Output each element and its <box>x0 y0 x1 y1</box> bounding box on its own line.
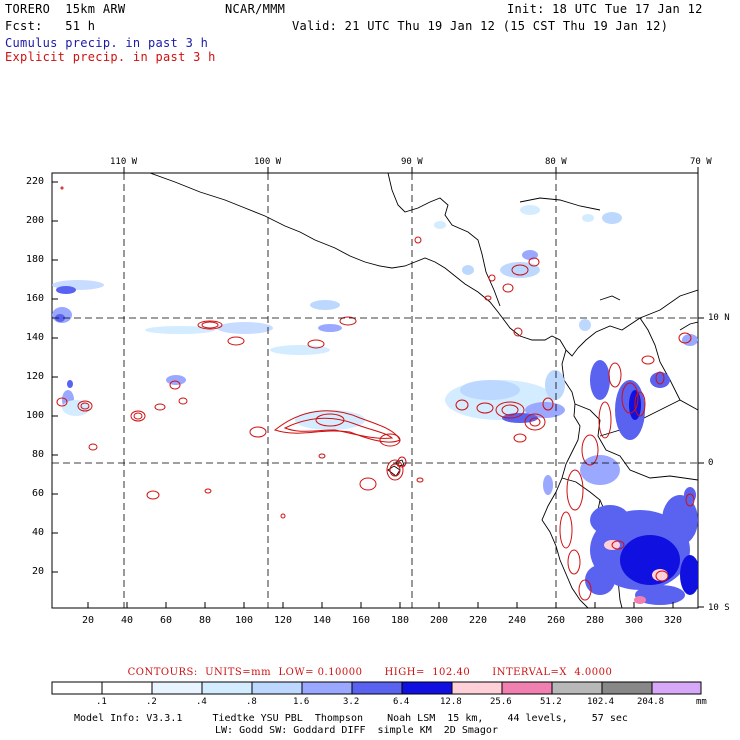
x-tick-label: 80 <box>199 615 212 626</box>
y-tick-label: 180 <box>26 254 45 265</box>
init-time: Init: 18 UTC Tue 17 Jan 12 <box>507 2 703 16</box>
x-tick-label: 60 <box>160 615 173 626</box>
x-axis-ticks <box>87 602 674 608</box>
x-tick-label: 280 <box>586 615 605 626</box>
lat-label: 0 <box>708 458 714 468</box>
lon-label: 90 W <box>401 157 423 167</box>
lon-ticks <box>123 167 699 173</box>
x-tick-label: 240 <box>508 615 527 626</box>
lon-label: 70 W <box>690 157 712 167</box>
x-tick-label: 180 <box>391 615 410 626</box>
y-tick-label: 160 <box>26 293 45 304</box>
legend-label: .1 <box>96 697 107 707</box>
legend-label: 1.6 <box>293 697 310 707</box>
y-tick-label: 40 <box>32 527 45 538</box>
contour-info: CONTOURS: UNITS=mm LOW= 0.10000 HIGH= 10… <box>127 667 613 678</box>
y-tick-label: 220 <box>26 176 45 187</box>
x-tick-label: 20 <box>82 615 95 626</box>
legend-label: 102.4 <box>587 697 615 707</box>
x-tick-label: 320 <box>664 615 683 626</box>
y-tick-label: 20 <box>32 566 45 577</box>
x-tick-label: 40 <box>121 615 134 626</box>
lon-label: 80 W <box>545 157 567 167</box>
organization: NCAR/MMM <box>225 2 286 16</box>
lat-ticks <box>698 317 704 608</box>
lat-label: 10 S <box>708 603 730 613</box>
cumulus-precip-title: Cumulus precip. in past 3 h <box>5 36 209 50</box>
lon-label: 100 W <box>254 157 282 167</box>
lon-label: 110 W <box>110 157 138 167</box>
y-tick-label: 80 <box>32 449 45 460</box>
y-tick-label: 100 <box>26 410 45 421</box>
legend-label: .2 <box>146 697 157 707</box>
legend-label: .4 <box>196 697 207 707</box>
legend-unit: mm <box>696 697 707 707</box>
legend-label: 12.8 <box>440 697 462 707</box>
model-physics: LW: Godd SW: Goddard DIFF simple KM 2D S… <box>215 725 498 736</box>
x-tick-label: 100 <box>235 615 254 626</box>
x-tick-label: 140 <box>313 615 332 626</box>
model-info: Model Info: V3.3.1 Tiedtke YSU PBL Thomp… <box>74 713 628 724</box>
legend-label: 51.2 <box>540 697 562 707</box>
lat-label: 10 N <box>708 313 730 323</box>
explicit-precip-title: Explicit precip. in past 3 h <box>5 50 216 64</box>
x-tick-label: 160 <box>352 615 371 626</box>
valid-time: Valid: 21 UTC Thu 19 Jan 12 (15 CST Thu … <box>292 19 669 33</box>
legend-label: 3.2 <box>343 697 360 707</box>
legend-label: 25.6 <box>490 697 512 707</box>
map-frame <box>51 172 699 609</box>
y-axis-ticks <box>52 181 58 573</box>
forecast-hour: Fcst: 51 h <box>5 19 96 33</box>
y-tick-label: 200 <box>26 215 45 226</box>
y-tick-label: 60 <box>32 488 45 499</box>
y-tick-label: 140 <box>26 332 45 343</box>
model-title: TORERO 15km ARW <box>5 2 126 16</box>
y-tick-label: 120 <box>26 371 45 382</box>
cumulus-precip-shading <box>52 205 698 605</box>
map-content <box>52 173 698 608</box>
explicit-precip-contours <box>56 186 695 601</box>
legend-label: 6.4 <box>393 697 410 707</box>
legend-colorbar <box>51 681 702 695</box>
x-tick-label: 260 <box>547 615 566 626</box>
x-tick-label: 200 <box>430 615 449 626</box>
x-tick-label: 220 <box>469 615 488 626</box>
legend-label: .8 <box>246 697 257 707</box>
legend-label: 204.8 <box>637 697 665 707</box>
x-tick-label: 300 <box>625 615 644 626</box>
x-tick-label: 120 <box>274 615 293 626</box>
graticule <box>52 173 698 608</box>
